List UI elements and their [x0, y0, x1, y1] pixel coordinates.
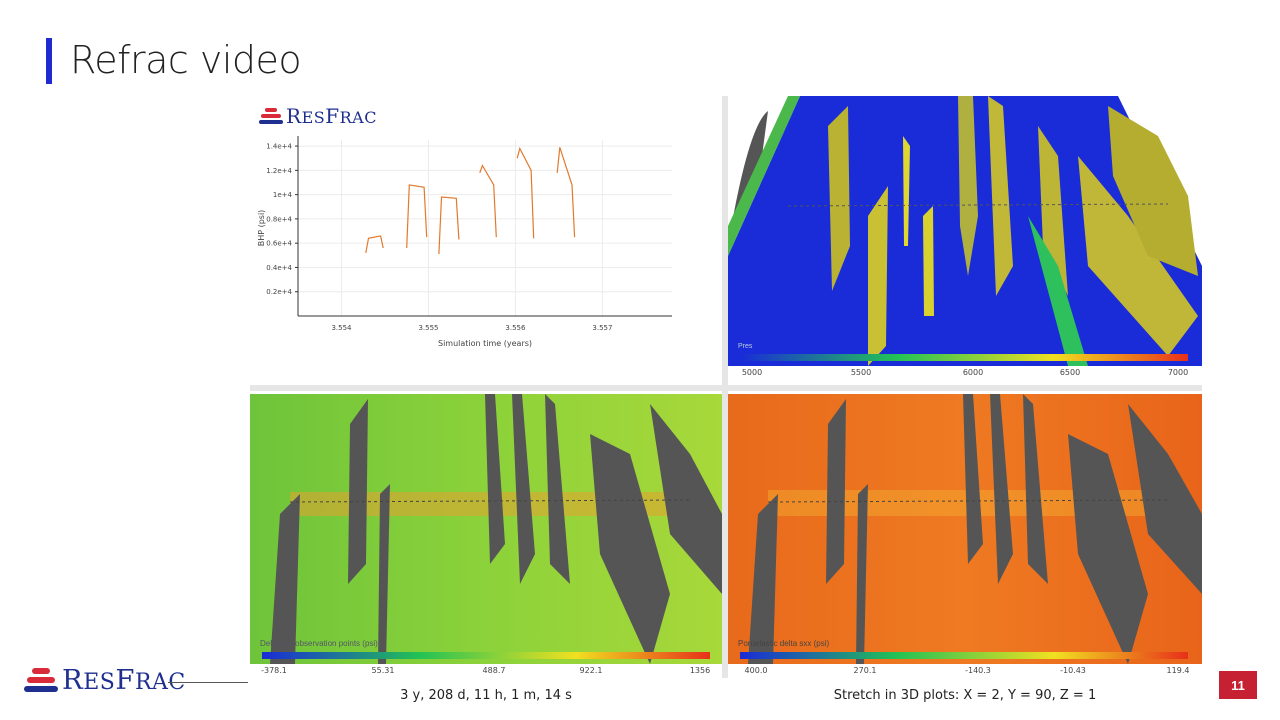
- poroelastic-sxx-panel: Poroelastic delta sxx (psi) 400.0 270.1 …: [728, 394, 1202, 678]
- cb-tick: 5000: [741, 368, 763, 377]
- cb-tick: -10.43: [1060, 666, 1086, 675]
- x-axis-label: Simulation time (years): [438, 339, 532, 348]
- y-axis-label: BHP (psi): [257, 210, 266, 247]
- cb-tick: 270.1: [853, 666, 877, 675]
- y-tick-label: 0.4e+4: [266, 264, 292, 272]
- stretch-note: Stretch in 3D plots: X = 2, Y = 90, Z = …: [833, 688, 1097, 703]
- x-tick-label: 3.556: [505, 324, 526, 332]
- poroelastic-colorbar: [740, 652, 1188, 659]
- bhp-series-segment: [438, 196, 460, 255]
- cb-tick: 7000: [1167, 368, 1189, 377]
- slide-title: Refrac video: [70, 38, 302, 82]
- cb-tick: -378.1: [261, 666, 287, 675]
- pressure-colorbar: [740, 354, 1188, 361]
- resfrac-logo-text: RESFRAC: [62, 664, 186, 696]
- delta-sxx-obs-view: Delta sxx observation points (psi): [250, 394, 722, 664]
- horizontal-divider: [250, 385, 1202, 391]
- fracture-planes: [748, 394, 1202, 664]
- cb-tick: 922.1: [579, 666, 603, 675]
- pressure-edge: [728, 96, 800, 256]
- cb-tick: 400.0: [744, 666, 768, 675]
- y-tick-label: 0.8e+4: [266, 215, 292, 223]
- y-tick-label: 1e+4: [273, 191, 293, 199]
- delta-sxx-obs-label: Delta sxx observation points (psi): [260, 639, 378, 648]
- well-path: [767, 499, 1169, 503]
- delta-sxx-obs-colorbar: [262, 652, 710, 659]
- resfrac-logo-footer: RESFRAC: [24, 664, 186, 696]
- cb-tick: 1356: [689, 666, 711, 675]
- y-tick-label: 1.2e+4: [266, 167, 292, 175]
- x-tick-label: 3.555: [418, 324, 438, 332]
- well-path: [289, 499, 691, 503]
- y-tick-label: 0.2e+4: [266, 288, 292, 296]
- simulation-time-readout: 3 y, 208 d, 11 h, 1 m, 14 s: [400, 688, 572, 703]
- bhp-series-segment: [516, 146, 535, 239]
- bhp-chart-panel: RESFRAC 0.2e+4 0.4e+4 0.6e+4 0.8e+4 1e+4 1.2e…: [250, 96, 722, 384]
- y-tick-label: 0.6e+4: [266, 240, 292, 248]
- pressure-3d-panel: Pres 5000 5500 6000 6500 7000: [728, 96, 1202, 380]
- bhp-series-segment: [479, 164, 497, 238]
- delta-sxx-obs-panel: Delta sxx observation points (psi) -378.…: [250, 394, 722, 678]
- bhp-series-segment: [556, 147, 576, 238]
- poroelastic-sxx-view: Poroelastic delta sxx (psi): [728, 394, 1202, 664]
- cb-tick: 5500: [850, 368, 872, 377]
- cb-tick: 6000: [962, 368, 984, 377]
- bhp-series-segment: [365, 235, 384, 254]
- cb-tick: 55.31: [371, 666, 395, 675]
- cb-tick: 6500: [1059, 368, 1081, 377]
- x-tick-label: 3.554: [331, 324, 352, 332]
- bhp-line-chart: 0.2e+4 0.4e+4 0.6e+4 0.8e+4 1e+4 1.2e+4 1.4e+4…: [257, 136, 672, 348]
- resfrac-logo-mark: [24, 665, 58, 695]
- pressure-label: Pres: [738, 343, 753, 350]
- fracture-planes: [828, 96, 1198, 366]
- poroelastic-label: Poroelastic delta sxx (psi): [738, 639, 829, 648]
- y-tick-label: 1.4e+4: [266, 143, 292, 151]
- title-accent-bar: [46, 38, 52, 84]
- fracture-planes: [270, 394, 722, 664]
- resfrac-logo-mark: [259, 106, 283, 126]
- cb-tick: 488.7: [482, 666, 506, 675]
- page-number-badge: 11: [1219, 671, 1257, 699]
- x-tick-label: 3.557: [592, 324, 612, 332]
- resfrac-logo-text: RESFRAC: [286, 104, 377, 128]
- bhp-series-segment: [406, 184, 428, 249]
- cb-tick: -140.3: [965, 666, 991, 675]
- footer-rule: [168, 682, 248, 683]
- cb-tick: 119.4: [1166, 666, 1190, 675]
- pressure-3d-view: Pres: [728, 96, 1202, 366]
- resfrac-logo-chart: RESFRAC: [259, 104, 377, 128]
